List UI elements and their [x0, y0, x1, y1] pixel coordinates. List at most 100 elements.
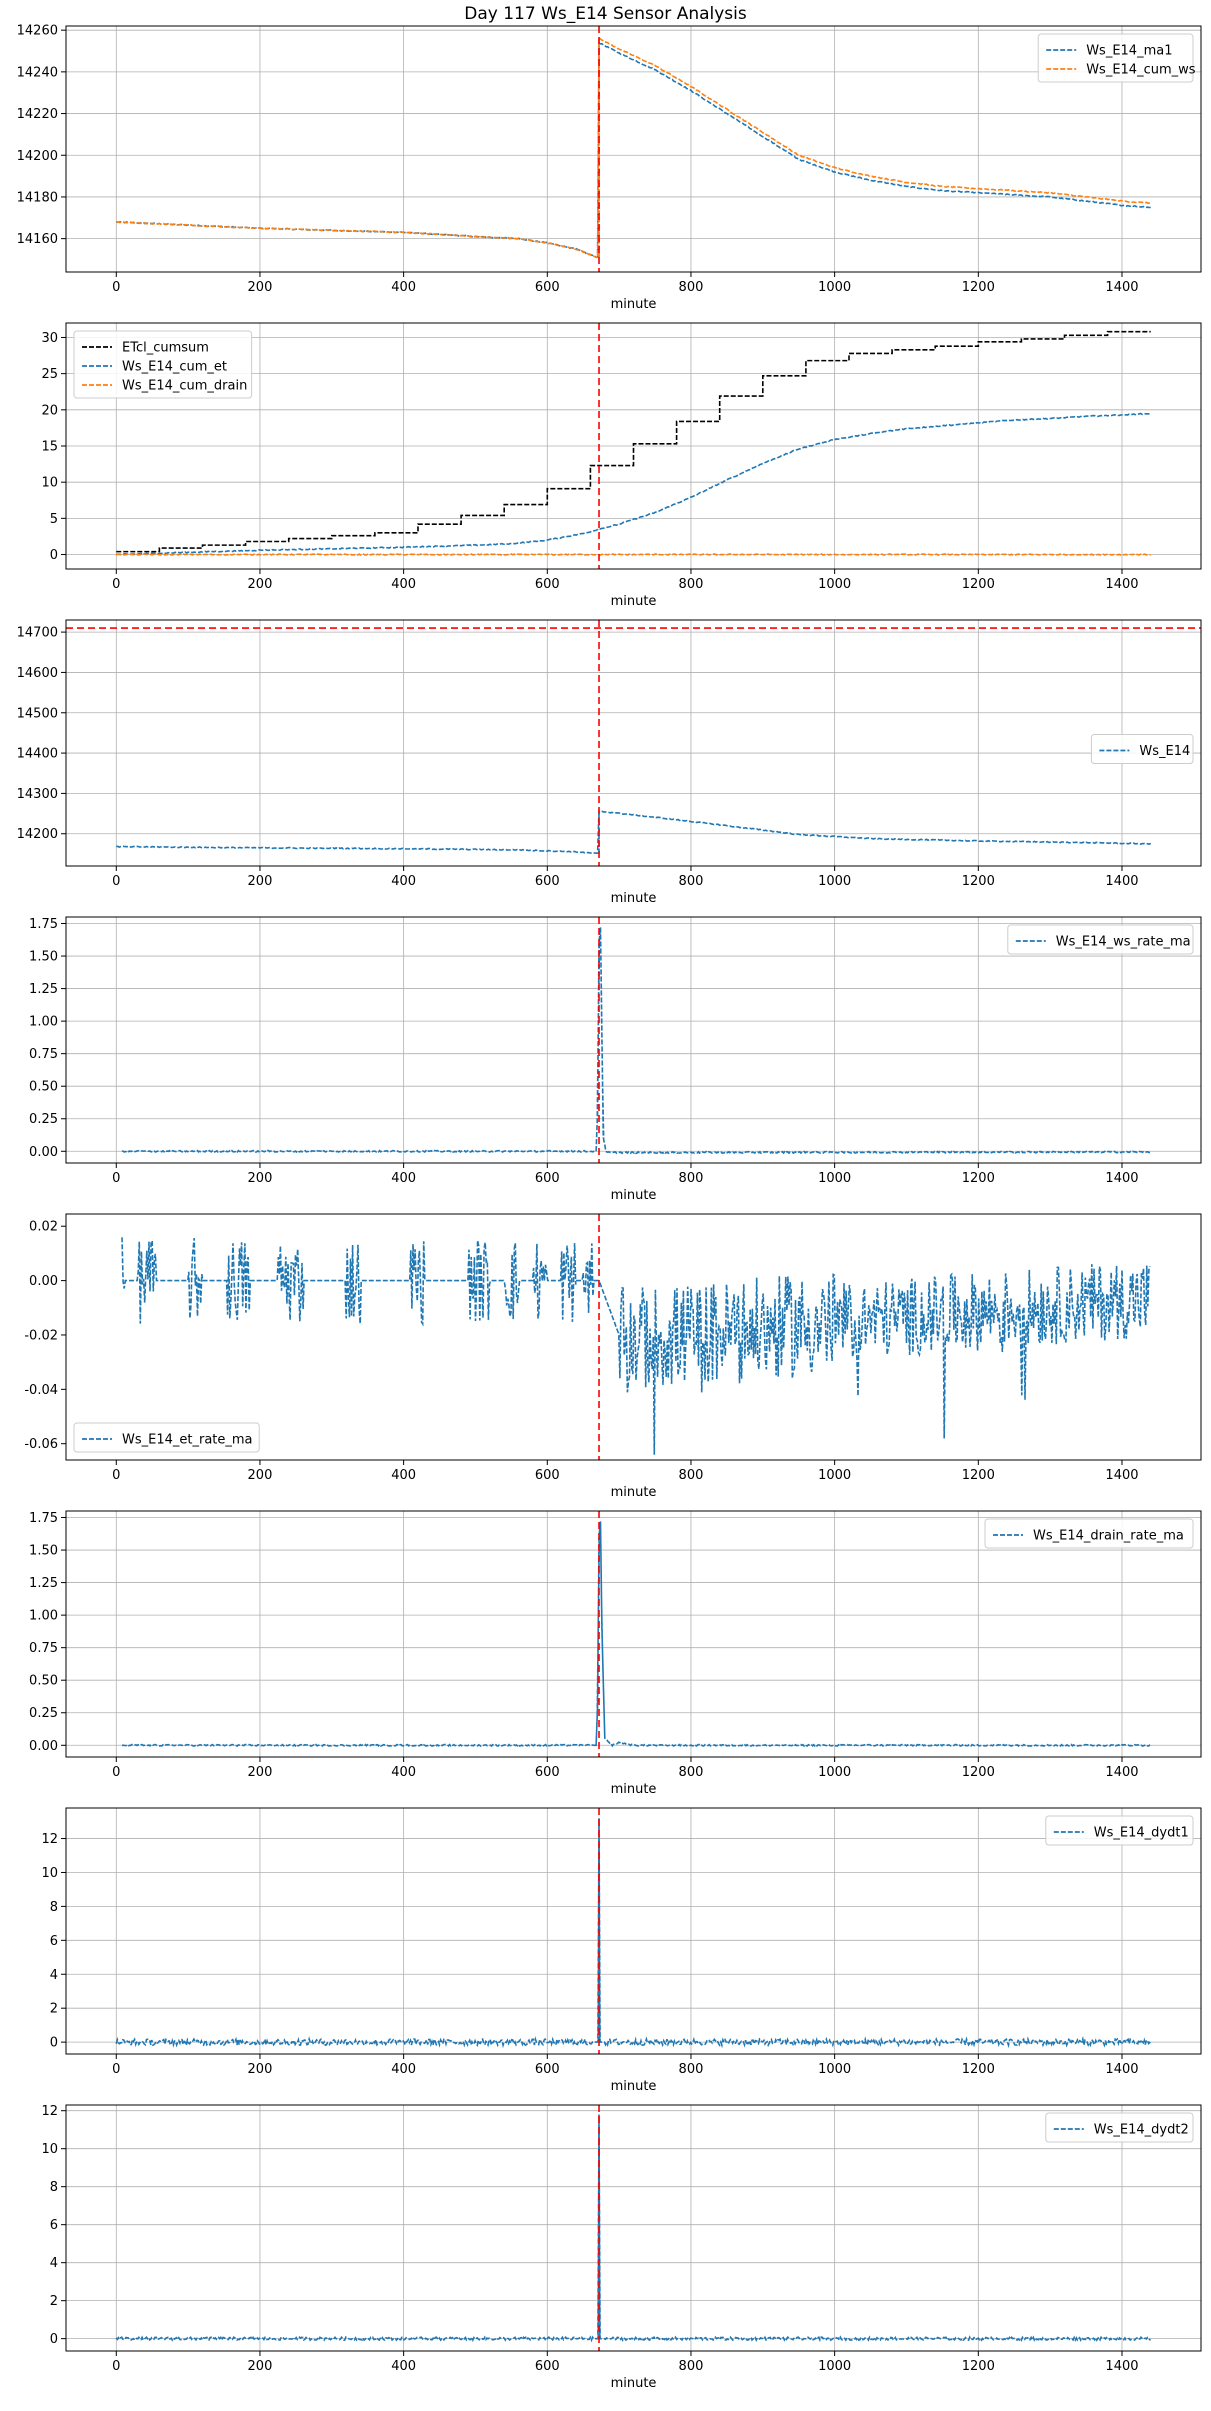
x-tick-label: 1000 — [818, 1468, 851, 1483]
y-tick-label: 0.00 — [29, 1145, 58, 1160]
x-tick-label: 1400 — [1105, 280, 1138, 295]
y-tick-label: 30 — [41, 331, 58, 346]
y-tick-label: 0 — [50, 2332, 58, 2347]
x-tick-label: 200 — [248, 1765, 273, 1780]
plot-area — [121, 1214, 1151, 1460]
y-tick-label: 4 — [50, 2256, 58, 2271]
y-tick-label: 1.75 — [29, 917, 58, 932]
x-tick-label: 1400 — [1105, 1765, 1138, 1780]
y-tick-label: 12 — [41, 2104, 58, 2119]
y-tick-label: 14180 — [17, 190, 58, 205]
x-tick-label: 0 — [112, 1468, 120, 1483]
plot-area — [115, 1808, 1152, 2054]
x-tick-label: 400 — [391, 577, 416, 592]
legend: ETcl_cumsum Ws_E14_cum_et Ws_E14_cum_drain — [73, 330, 253, 399]
legend-box — [984, 1518, 1194, 1549]
x-tick-label: 800 — [679, 2062, 704, 2077]
y-tick-label: 0.00 — [29, 1739, 58, 1754]
x-axis-label: minute — [611, 2376, 657, 2391]
y-tick-label: 0 — [50, 548, 58, 563]
plot-area — [116, 26, 1151, 272]
x-tick-label: 600 — [535, 874, 560, 889]
x-tick-label: 400 — [391, 280, 416, 295]
subplot-7: 0 200 400 600 800 1000 1200 1400 0 2 4 6 8 10 12 minute… — [41, 1807, 1202, 2094]
series-line — [116, 810, 1152, 855]
y-tick-label: 14200 — [17, 827, 58, 842]
x-tick-label: 1200 — [962, 577, 995, 592]
x-tick-label: 400 — [391, 874, 416, 889]
series-line — [115, 1818, 1152, 2049]
y-tick-label: 0.50 — [29, 1674, 58, 1689]
series-line — [115, 553, 1151, 556]
legend-label: Ws_E14_cum_drain — [122, 379, 247, 394]
x-tick-label: 200 — [248, 874, 273, 889]
y-tick-label: 0 — [50, 2036, 58, 2051]
subplot-6: 0 200 400 600 800 1000 1200 1400 0.00 0.25 0.50 0.7… — [29, 1510, 1202, 1797]
y-tick-label: 1.25 — [29, 1576, 58, 1591]
subplot-4: 0 200 400 600 800 1000 1200 1400 0.00 0.25 0.50 0.7… — [29, 916, 1202, 1203]
y-tick-label: 1.25 — [29, 982, 58, 997]
x-tick-label: 600 — [535, 1468, 560, 1483]
plot-area — [121, 917, 1151, 1163]
x-tick-label: 800 — [679, 1171, 704, 1186]
y-tick-label: 14220 — [17, 107, 58, 122]
series-line — [121, 1237, 1151, 1455]
y-tick-label: 14300 — [17, 787, 58, 802]
y-tick-label: 10 — [41, 2142, 58, 2157]
y-tick-label: 0.75 — [29, 1641, 58, 1656]
x-tick-label: 1400 — [1105, 577, 1138, 592]
x-tick-label: 400 — [391, 2359, 416, 2374]
legend-box — [1090, 734, 1194, 764]
legend: Ws_E14_ma1 Ws_E14_cum_ws — [1037, 33, 1196, 83]
axes-frame — [65, 619, 1202, 867]
y-tick-label: -0.06 — [24, 1437, 58, 1452]
legend-box — [73, 1422, 260, 1453]
series-line — [121, 1521, 1151, 1748]
y-tick-label: 0.00 — [29, 1274, 58, 1289]
y-tick-label: 1.75 — [29, 1511, 58, 1526]
legend-label: Ws_E14_ws_rate_ma — [1056, 935, 1191, 950]
x-tick-label: 0 — [112, 874, 120, 889]
x-tick-label: 200 — [248, 2359, 273, 2374]
y-tick-label: 8 — [50, 1900, 58, 1915]
figure-title: Day 117 Ws_E14 Sensor Analysis — [464, 4, 747, 24]
y-tick-label: -0.02 — [24, 1328, 58, 1343]
x-tick-label: 1400 — [1105, 2062, 1138, 2077]
legend-label: Ws_E14_dydt1 — [1094, 1826, 1189, 1841]
subplot-1: 0 200 400 600 800 1000 1200 1400 14160 14180 14200… — [17, 24, 1202, 312]
series-line — [116, 412, 1152, 556]
x-axis-label: minute — [611, 891, 657, 906]
series-line — [116, 330, 1151, 553]
x-tick-label: 800 — [679, 2359, 704, 2374]
y-tick-label: 12 — [41, 1832, 58, 1847]
legend: Ws_E14_drain_rate_ma — [984, 1518, 1194, 1549]
y-tick-label: 2 — [50, 2002, 58, 2017]
x-tick-label: 200 — [248, 1468, 273, 1483]
legend: Ws_E14_et_rate_ma — [73, 1422, 260, 1453]
legend-label: Ws_E14_drain_rate_ma — [1033, 1529, 1184, 1544]
y-tick-label: 2 — [50, 2294, 58, 2309]
x-tick-label: 1200 — [962, 2062, 995, 2077]
x-tick-label: 600 — [535, 577, 560, 592]
y-tick-label: 10 — [41, 476, 58, 491]
y-tick-label: 0.02 — [29, 1220, 58, 1235]
plot-area — [66, 620, 1201, 866]
y-tick-label: 25 — [41, 367, 58, 382]
x-axis-label: minute — [611, 1485, 657, 1500]
subplot-2: 0 200 400 600 800 1000 1200 1400 0 5 10 15 20 25 30 min… — [41, 322, 1202, 609]
x-tick-label: 600 — [535, 1765, 560, 1780]
y-tick-label: 10 — [41, 1866, 58, 1881]
x-axis-label: minute — [611, 594, 657, 609]
x-tick-label: 1200 — [962, 1171, 995, 1186]
x-tick-label: 1000 — [818, 280, 851, 295]
x-tick-label: 0 — [112, 577, 120, 592]
axes-frame — [65, 1213, 1202, 1461]
y-tick-label: 1.50 — [29, 1544, 58, 1559]
y-tick-label: 6 — [50, 2218, 58, 2233]
y-tick-label: 14600 — [17, 666, 58, 681]
x-tick-label: 1000 — [818, 2359, 851, 2374]
x-tick-label: 0 — [112, 1765, 120, 1780]
x-tick-label: 0 — [112, 280, 120, 295]
x-axis-label: minute — [611, 2079, 657, 2094]
subplot-3: 0 200 400 600 800 1000 1200 1400 14200 14300 14400… — [17, 619, 1202, 906]
